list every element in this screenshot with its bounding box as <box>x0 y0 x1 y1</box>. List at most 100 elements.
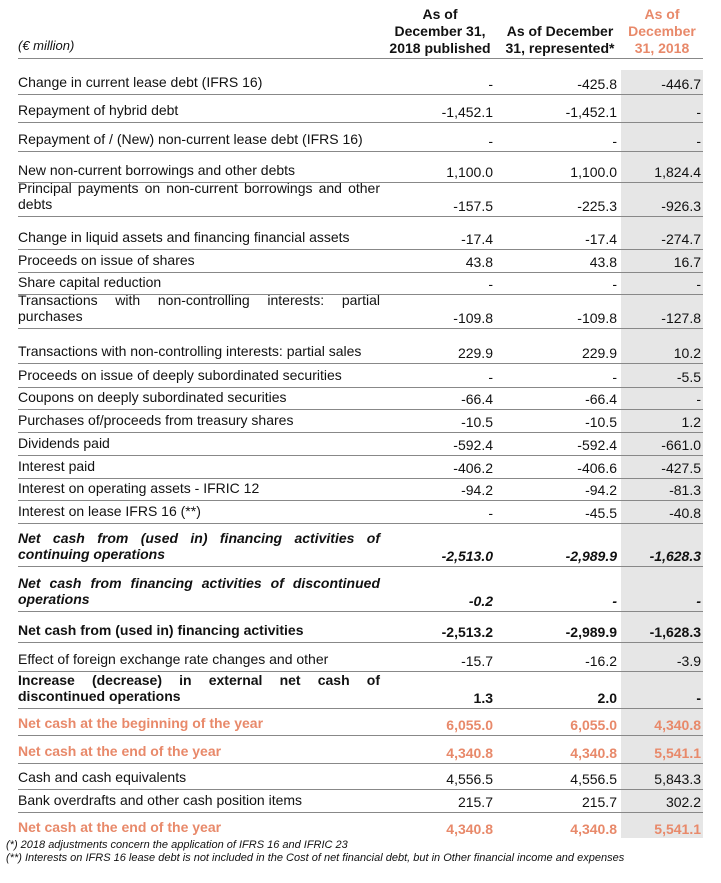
table-row: Cash and cash equivalents 4,556.5 4,556.5 5… <box>0 769 721 787</box>
row-rule <box>18 500 703 501</box>
row-label: Interest on lease IFRS 16 (**) <box>18 503 201 519</box>
cell-represented: -45.5 <box>585 505 617 521</box>
cell-2018-published: -157.5 <box>453 198 493 214</box>
cell-represented: -592.4 <box>577 437 617 453</box>
table-row: Principal payments on non-current borrow… <box>0 180 721 214</box>
row-rule <box>18 363 703 364</box>
cell-represented: -1,452.1 <box>565 104 617 120</box>
table-row: New non-current borrowings and other deb… <box>0 162 721 180</box>
cell-2018-published: 43.8 <box>465 254 493 270</box>
table-row: Increase (decrease) in external net cash… <box>0 672 721 706</box>
row-rule <box>18 272 703 273</box>
cell-2018-published: -1,452.1 <box>441 104 493 120</box>
cell-2018-published: -406.2 <box>453 460 493 476</box>
table-row: Repayment of / (New) non-current lease d… <box>0 131 721 149</box>
row-label: Transactions with non-controlling intere… <box>18 343 362 359</box>
row-label: Net cash from financing activities of di… <box>18 575 380 607</box>
row-rule <box>18 409 703 410</box>
cell-2018: -1,628.3 <box>649 624 701 640</box>
cell-represented: -17.4 <box>585 231 617 247</box>
row-label: Coupons on deeply subordinated securitie… <box>18 389 287 405</box>
highlight-column-shade <box>621 70 703 838</box>
row-label: Interest on operating assets - IFRIC 12 <box>18 480 260 496</box>
cell-2018-published: 4,340.8 <box>446 745 493 761</box>
cell-2018-published: -17.4 <box>461 231 493 247</box>
cell-2018-published: - <box>488 133 493 149</box>
cell-represented: 4,340.8 <box>570 745 617 761</box>
cell-2018: 4,340.8 <box>654 717 701 733</box>
cell-represented: -225.3 <box>577 198 617 214</box>
table-row: Repayment of hybrid debt -1,452.1 -1,452.1… <box>0 102 721 120</box>
row-label: Cash and cash equivalents <box>18 769 187 785</box>
row-label: Transactions with non-controlling intere… <box>18 292 380 324</box>
table-row: Net cash from (used in) financing activi… <box>0 622 721 640</box>
cell-represented: -109.8 <box>577 310 617 326</box>
row-label: Dividends paid <box>18 435 110 451</box>
cell-represented: - <box>612 133 617 149</box>
cell-represented: - <box>612 369 617 385</box>
table-row: Bank overdrafts and other cash position … <box>0 792 721 810</box>
cell-2018-published: -10.5 <box>461 414 493 430</box>
row-label: Proceeds on issue of deeply subordinated… <box>18 367 342 383</box>
cell-2018: -3.9 <box>676 653 701 669</box>
cell-2018: 5,541.1 <box>654 745 701 761</box>
row-label: Net cash from (used in) financing activi… <box>18 622 304 638</box>
cell-2018-published: -592.4 <box>453 437 493 453</box>
table-row: Net cash at the end of the year 4,340.8 4,… <box>0 819 721 837</box>
cell-2018-published: - <box>488 369 493 385</box>
row-label: Effect of foreign exchange rate changes … <box>18 651 329 667</box>
cell-represented: -2,989.9 <box>565 548 617 564</box>
row-label: Bank overdrafts and other cash position … <box>18 792 303 808</box>
cell-2018-published: -66.4 <box>461 391 493 407</box>
table-row: Transactions with non-controlling intere… <box>0 343 721 361</box>
table-row: Share capital reduction - - - <box>0 274 721 292</box>
table-row: Purchases of/proceeds from treasury shar… <box>0 412 721 430</box>
cell-2018: -926.3 <box>661 198 701 214</box>
cell-represented: 6,055.0 <box>570 717 617 733</box>
footnote-1: (*) 2018 adjustments concern the applica… <box>6 839 348 851</box>
row-rule <box>18 611 703 612</box>
row-rule <box>18 455 703 456</box>
cell-2018-published: -109.8 <box>453 310 493 326</box>
cell-represented: -2,989.9 <box>565 624 617 640</box>
table-row: Change in liquid assets and financing fi… <box>0 229 721 247</box>
row-label: Increase (decrease) in external net cash… <box>18 672 380 704</box>
cell-2018: - <box>696 133 701 149</box>
cell-represented: 2.0 <box>597 690 617 706</box>
row-rule <box>18 182 703 183</box>
table-row: Net cash from financing activities of di… <box>0 575 721 609</box>
cell-represented: 4,340.8 <box>570 821 617 837</box>
cell-2018-published: -2,513.0 <box>441 548 493 564</box>
cell-2018: 5,541.1 <box>654 821 701 837</box>
column-header-represented: As of December 31, represented* <box>505 23 615 56</box>
cell-2018-published: 4,556.5 <box>446 771 493 787</box>
cell-represented: 229.9 <box>581 345 617 361</box>
cell-2018: 302.2 <box>665 794 701 810</box>
row-rule <box>18 642 703 643</box>
table-row: Interest on operating assets - IFRIC 12 -… <box>0 480 721 498</box>
row-rule <box>18 735 703 736</box>
cell-2018: - <box>696 690 701 706</box>
row-rule <box>18 122 703 123</box>
cell-2018: 1,824.4 <box>654 164 701 180</box>
cell-2018-published: 1.3 <box>473 690 493 706</box>
row-label: Net cash at the end of the year <box>18 819 222 835</box>
table-row: Transactions with non-controlling intere… <box>0 292 721 326</box>
row-label: Net cash at the end of the year <box>18 743 222 759</box>
row-label: Interest paid <box>18 458 96 474</box>
cell-2018: -5.5 <box>676 369 701 385</box>
row-label: Share capital reduction <box>18 274 162 290</box>
cell-represented: -425.8 <box>577 76 617 92</box>
cell-2018-published: -2,513.2 <box>441 624 493 640</box>
row-label: Net cash from (used in) financing activi… <box>18 530 380 562</box>
cell-2018: -274.7 <box>661 231 701 247</box>
cell-2018: - <box>696 276 701 292</box>
column-header-2018: As of December 31, 2018 <box>628 6 696 56</box>
row-label: Proceeds on issue of shares <box>18 252 195 268</box>
row-label: Net cash at the beginning of the year <box>18 715 264 731</box>
table-row: Interest on lease IFRS 16 (**) - -45.5 -40.… <box>0 503 721 521</box>
row-label: Repayment of / (New) non-current lease d… <box>18 131 363 147</box>
table-row: Coupons on deeply subordinated securitie… <box>0 389 721 407</box>
cell-represented: -66.4 <box>585 391 617 407</box>
cell-represented: - <box>612 593 617 609</box>
